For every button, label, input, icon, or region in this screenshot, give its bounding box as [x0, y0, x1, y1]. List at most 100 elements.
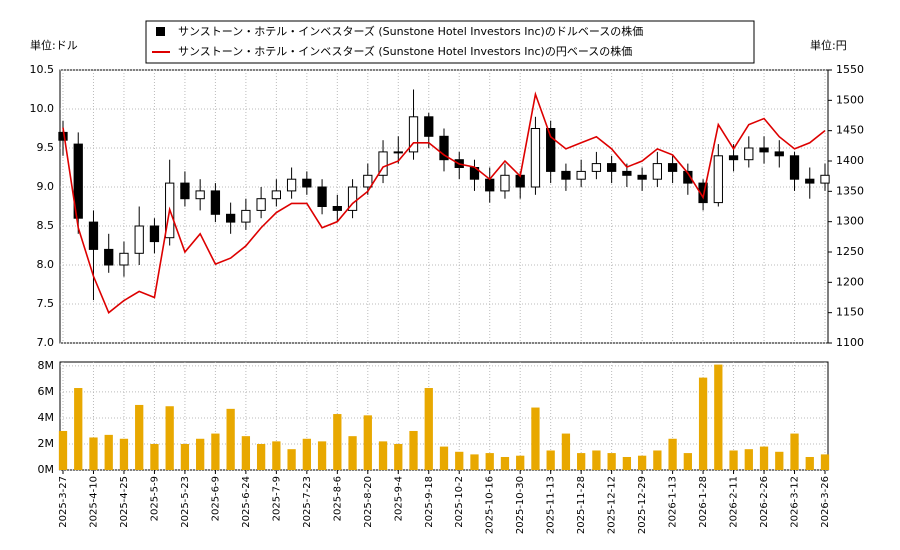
y-tick-label: 8.5 — [37, 219, 55, 232]
x-tick-label: 2025-3-27 — [58, 476, 69, 528]
y-tick-label: 4M — [38, 411, 55, 424]
volume-bar — [363, 415, 372, 470]
volume-bar — [744, 449, 753, 470]
candle-body — [606, 163, 617, 172]
candle-body — [713, 155, 723, 204]
x-tick-label: 2025-6-9 — [210, 476, 221, 521]
volume-bar — [378, 441, 388, 470]
x-tick-label: 2025-6-24 — [241, 476, 252, 528]
y-tick-label: 6M — [38, 385, 55, 398]
candle-body — [820, 174, 830, 184]
volume-bar — [394, 443, 403, 470]
volume-bar — [729, 450, 738, 470]
candle-body — [271, 190, 282, 200]
candle-body — [744, 147, 754, 161]
volume-bar — [714, 364, 723, 470]
candle-body — [576, 170, 586, 180]
volume-bar — [775, 451, 784, 470]
x-tick-label: 2026-2-11 — [729, 476, 740, 528]
volume-bar — [790, 433, 799, 470]
legend-box — [145, 20, 755, 64]
candle-body — [180, 182, 190, 200]
volume-bar — [74, 388, 83, 470]
x-tick-label: 2025-12-12 — [607, 476, 618, 534]
y2-tick-label: 1150 — [836, 306, 864, 319]
x-tick-label: 2025-10-16 — [485, 476, 496, 534]
volume-bar — [211, 433, 220, 470]
volume-bar — [653, 450, 662, 470]
candle-body — [439, 135, 449, 161]
candle-body — [774, 151, 784, 157]
volume-bar — [500, 456, 510, 470]
volume-bar — [226, 408, 235, 470]
volume-bar — [561, 433, 571, 470]
x-tick-label: 2025-9-18 — [424, 476, 435, 528]
candle-body — [210, 190, 221, 215]
candle-body — [241, 209, 251, 223]
y-unit-label: 単位:ドル — [30, 38, 78, 52]
candle-body — [104, 248, 114, 266]
candle-body — [317, 186, 327, 207]
volume-bar — [150, 443, 159, 470]
x-tick-label: 2026-3-26 — [820, 476, 831, 528]
volume-bar — [683, 453, 692, 470]
volume-bar — [607, 453, 616, 470]
y2-unit-label: 単位:円 — [810, 38, 847, 52]
volume-bar — [637, 455, 647, 470]
candle-body — [546, 128, 556, 172]
x-tick-label: 2026-3-12 — [790, 476, 801, 528]
x-tick-label: 2026-1-28 — [698, 476, 709, 528]
y-tick-label: 9.0 — [37, 180, 55, 193]
candle-body — [591, 163, 602, 172]
y-tick-label: 2M — [38, 437, 55, 450]
x-tick-label: 2026-2-26 — [759, 476, 770, 528]
volume-bar — [180, 443, 190, 470]
y2-tick-label: 1400 — [836, 154, 864, 167]
candle-body — [58, 131, 68, 141]
volume-bar — [516, 455, 525, 470]
y2-tick-label: 1500 — [836, 93, 864, 106]
legend-label: サンストーン・ホテル・インベスターズ (Sunstone Hotel Inves… — [178, 24, 643, 38]
y2-tick-label: 1200 — [836, 275, 864, 288]
y-tick-label: 7.0 — [37, 336, 55, 349]
candle-body — [393, 151, 403, 154]
candle-body — [652, 163, 663, 180]
y-tick-label: 9.5 — [37, 141, 55, 154]
volume-bar — [409, 430, 418, 470]
y2-tick-label: 1300 — [836, 215, 864, 228]
y2-tick-label: 1550 — [836, 63, 864, 76]
candle-body — [286, 178, 297, 192]
y2-tick-label: 1250 — [836, 245, 864, 258]
legend-label: サンストーン・ホテル・インベスターズ (Sunstone Hotel Inves… — [178, 44, 632, 58]
volume-bar — [698, 377, 708, 470]
volume-bar — [531, 407, 540, 470]
volume-bar — [668, 438, 677, 470]
volume-bar — [546, 450, 555, 470]
volume-bar — [317, 441, 327, 470]
volume-bar — [470, 454, 479, 470]
y-tick-label: 8M — [38, 359, 55, 372]
volume-bar — [302, 438, 311, 470]
candle-body — [759, 147, 769, 153]
x-tick-label: 2025-9-4 — [393, 476, 404, 521]
volume-bar — [119, 438, 129, 470]
volume-bar — [592, 450, 601, 470]
volume-bar — [622, 456, 632, 470]
volume-bar — [196, 438, 205, 470]
x-tick-label: 2025-5-9 — [149, 476, 160, 521]
x-tick-label: 2025-11-28 — [576, 476, 587, 534]
volume-bar — [348, 436, 357, 470]
candle-body — [530, 128, 541, 188]
x-tick-label: 2025-8-20 — [363, 476, 374, 528]
volume-bar — [759, 446, 769, 470]
volume-bar — [577, 453, 586, 470]
candle-body — [683, 170, 693, 184]
y-tick-label: 0M — [38, 463, 55, 476]
volume-bar — [820, 454, 830, 470]
x-tick-label: 2025-4-25 — [119, 476, 130, 528]
candle-body — [698, 182, 708, 204]
y2-tick-label: 1450 — [836, 124, 864, 137]
candle-body — [195, 190, 205, 200]
candle-body — [408, 116, 419, 153]
x-tick-label: 2025-7-23 — [302, 476, 313, 528]
